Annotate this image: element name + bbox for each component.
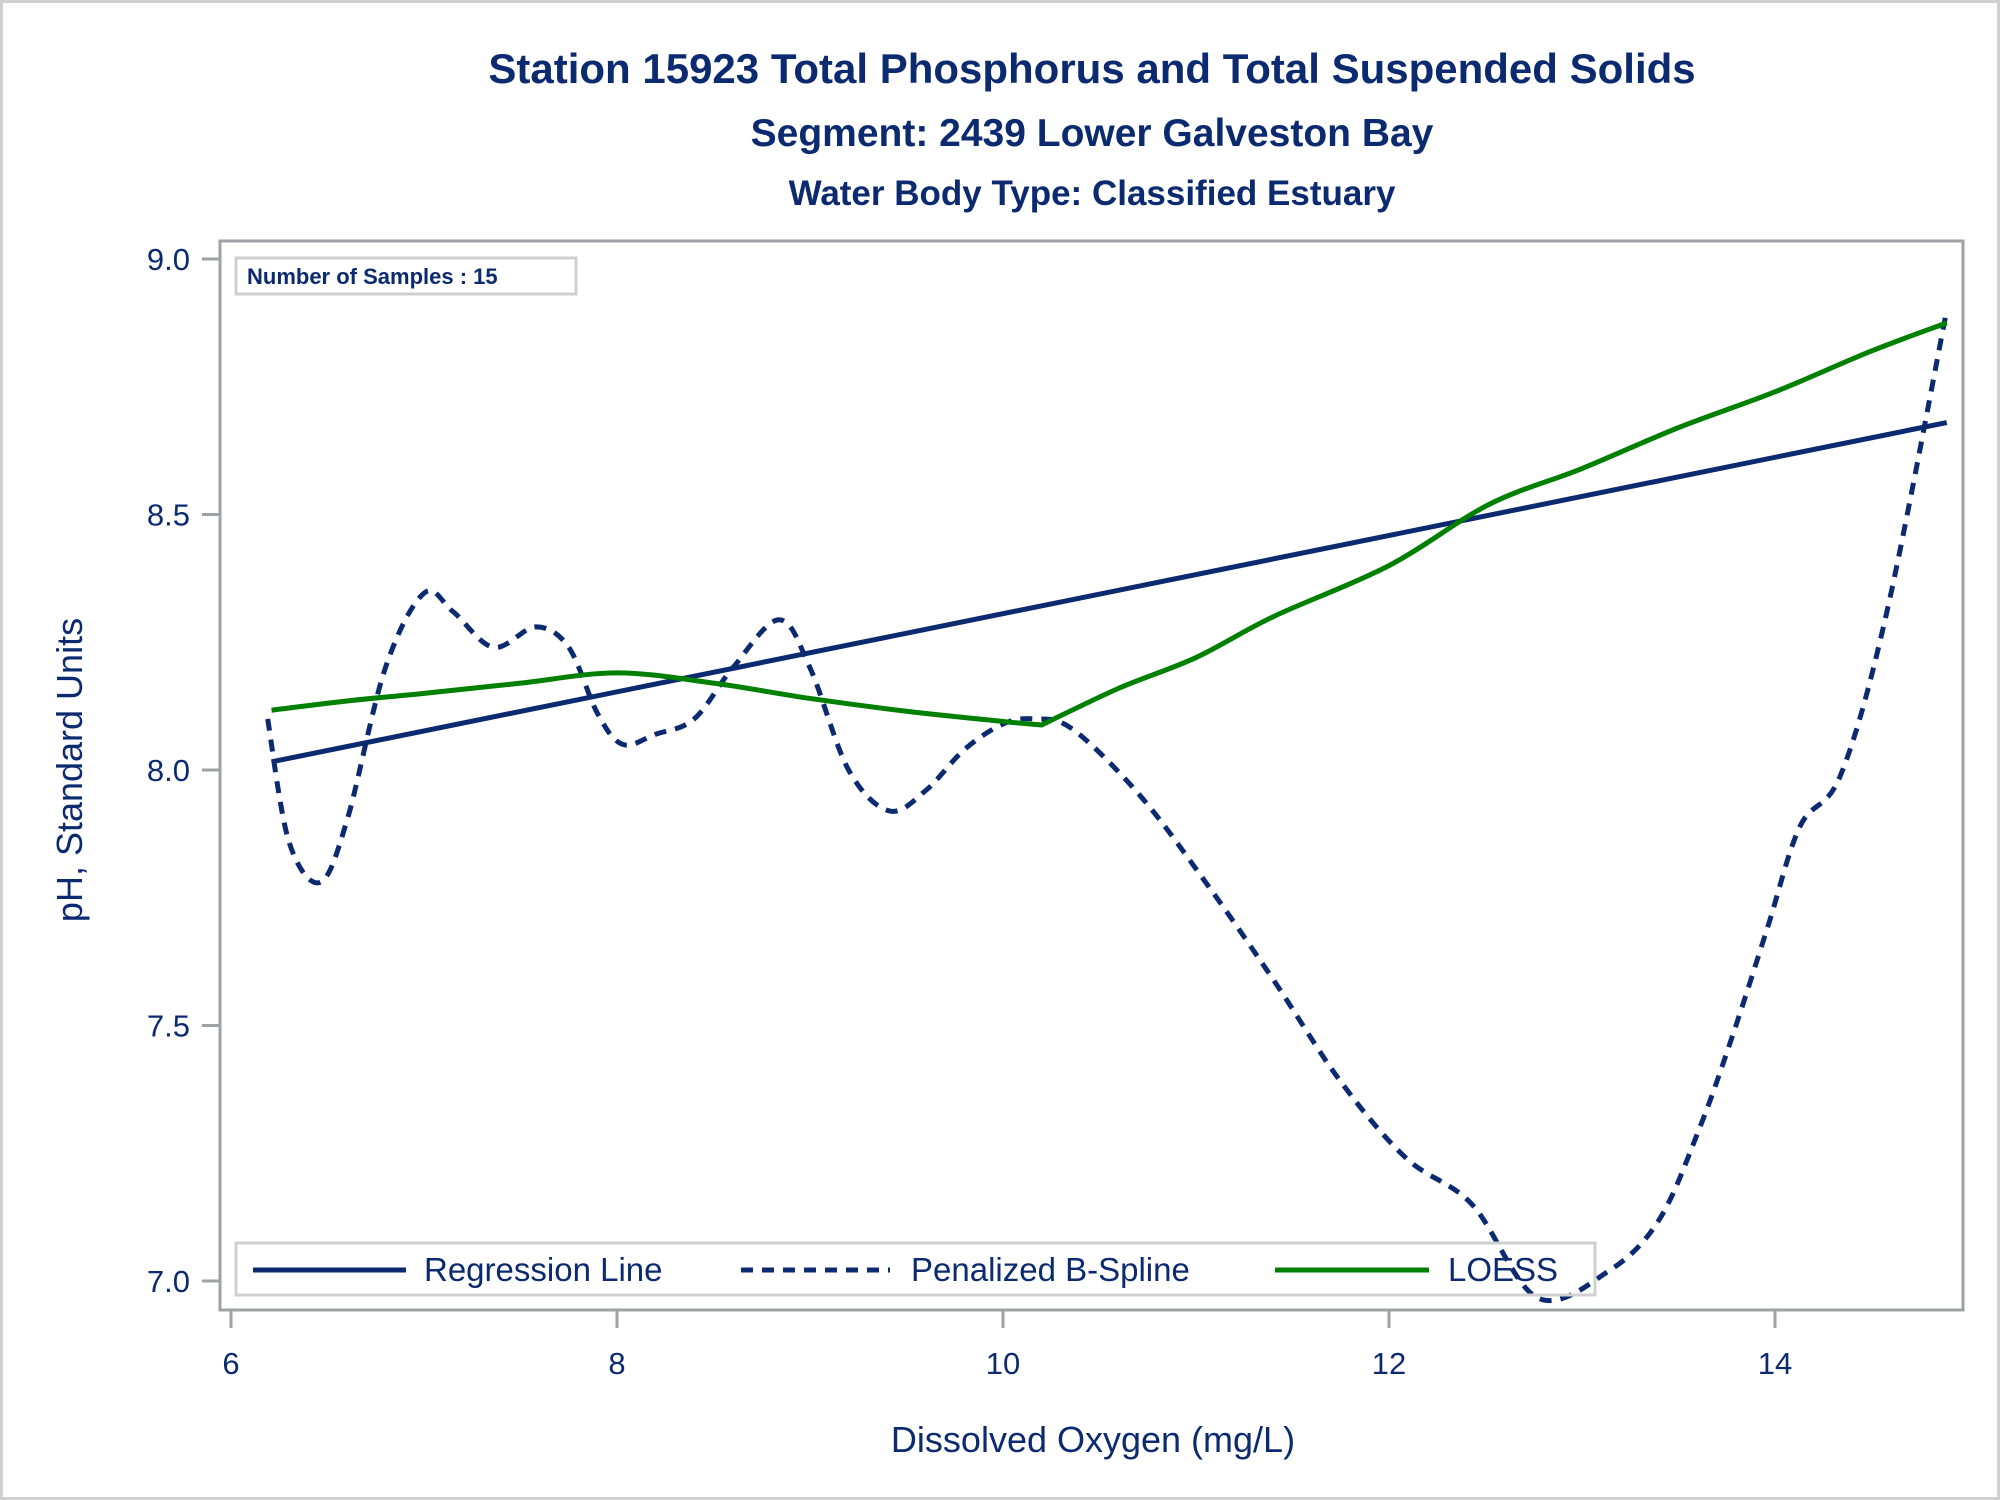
sample-count-label: Number of Samples : 15: [247, 264, 498, 289]
series-loess: [271, 320, 1948, 728]
legend-label-regression: Regression Line: [424, 1251, 662, 1288]
x-tick-label: 8: [608, 1346, 625, 1381]
x-tick-label: 10: [986, 1346, 1020, 1381]
series-regression-line: [271, 420, 1948, 765]
sample-count-inset: Number of Samples : 15: [234, 256, 578, 296]
x-tick-label: 6: [222, 1346, 239, 1381]
plot-area: [218, 239, 1965, 1312]
y-tick-label: 9.0: [147, 242, 190, 277]
y-tick-label: 8.0: [147, 753, 190, 788]
sample-count-box: [234, 256, 578, 296]
legend: Regression Line Penalized B-Spline LOESS: [234, 1241, 1597, 1297]
y-axis: 7.0 7.5 8.0 8.5 9.0: [147, 242, 220, 1299]
series-layer: [265, 309, 1950, 1304]
legend-label-spline: Penalized B-Spline: [911, 1251, 1190, 1288]
x-tick-label: 14: [1758, 1346, 1792, 1381]
y-axis-label: pH, Standard Units: [49, 618, 90, 922]
legend-box: [234, 1241, 1597, 1297]
y-tick-label: 8.5: [147, 498, 190, 533]
chart-title: Station 15923 Total Phosphorus and Total…: [488, 45, 1695, 92]
x-axis-label: Dissolved Oxygen (mg/L): [891, 1419, 1295, 1460]
y-tick-label: 7.5: [147, 1009, 190, 1044]
chart-subtitle-2: Water Body Type: Classified Estuary: [789, 174, 1396, 213]
chart-subtitle: Segment: 2439 Lower Galveston Bay: [751, 112, 1434, 155]
x-tick-label: 12: [1372, 1346, 1406, 1381]
y-tick-label: 7.0: [147, 1264, 190, 1299]
x-axis: 6 8 10 12 14: [222, 1310, 1792, 1381]
legend-label-loess: LOESS: [1448, 1251, 1558, 1288]
